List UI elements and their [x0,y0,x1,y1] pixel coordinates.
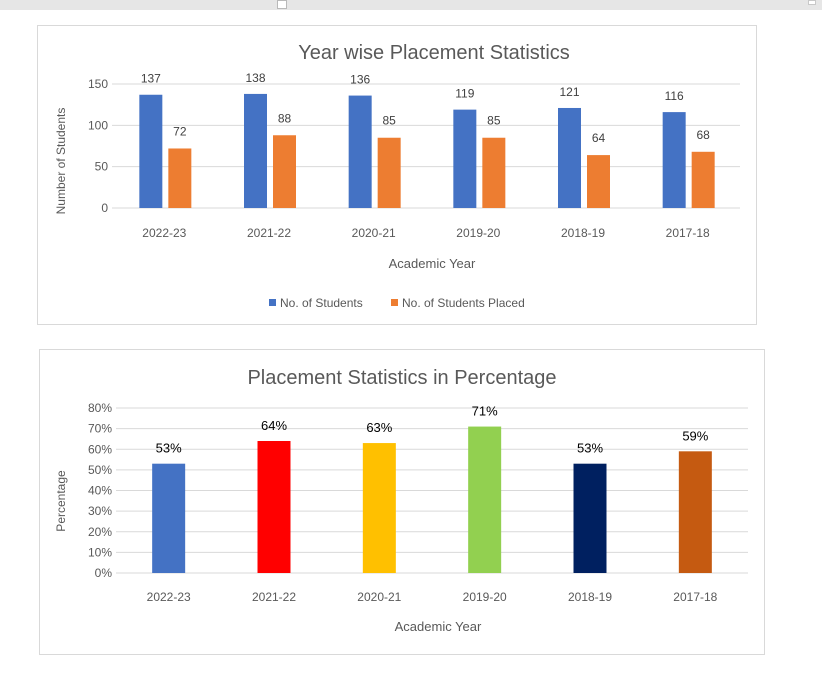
y-tick-label: 50% [88,463,112,477]
x-tick-label: 2021-22 [247,226,291,240]
bar-students-placed [587,155,610,208]
bar-students [558,107,581,208]
data-label: 136 [350,73,370,87]
legend: No. of Students No. of Students Placed [269,296,525,310]
legend-label-students: No. of Students [280,296,363,310]
bars [152,426,712,573]
data-label: 85 [382,114,396,128]
data-label: 72 [173,124,187,138]
data-label: 71% [472,404,498,419]
bar-students [348,95,372,208]
bar-students-placed [691,151,715,208]
x-axis-label: Academic Year [389,256,476,271]
bar-students [662,112,686,208]
data-label: 64% [261,418,287,433]
data-label: 88 [278,111,292,125]
x-tick-label: 2018-19 [568,590,612,604]
y-tick-label: 40% [88,484,112,498]
y-axis-label: Percentage [54,470,68,532]
data-label: 59% [682,428,708,443]
y-tick-label: 50 [95,160,109,174]
data-label: 138 [245,71,265,85]
data-label: 85 [487,114,501,128]
data-label: 116 [665,89,684,103]
data-label: 53% [577,441,603,456]
resize-handle[interactable] [277,0,287,9]
bar-students-placed [273,135,296,208]
y-tick-label: 150 [88,77,108,91]
data-label: 121 [559,85,579,99]
x-tick-label: 2018-19 [561,226,605,240]
bar-students [453,109,477,208]
x-tick-label: 2019-20 [463,590,507,604]
data-labels: 137 72 138 88 136 85 119 85 121 64 116 68 [141,71,710,145]
y-tick-label: 0 [101,201,108,215]
gridlines [116,407,748,574]
corner-handle[interactable] [808,0,816,5]
bar-percentage [362,443,396,573]
data-labels: 53% 64% 63% 71% 53% 59% [156,404,709,456]
legend-swatch-students [269,299,276,306]
data-label: 68 [696,128,710,142]
x-tick-label: 2021-22 [252,590,296,604]
x-axis-label: Academic Year [395,619,482,634]
bar-percentage [678,451,712,573]
x-tick-label: 2017-18 [666,226,710,240]
x-tick-label: 2019-20 [456,226,500,240]
x-axis-ticks: 2022-23 2021-22 2020-21 2019-20 2018-19 2017-… [142,226,710,240]
bar-percentage [573,463,607,573]
bars [139,93,715,208]
legend-swatch-placed [391,299,398,306]
bar-percentage [468,426,502,573]
placement-count-chart[interactable]: Year wise Placement Statistics Number of… [37,25,757,325]
x-axis-ticks: 2022-23 2021-22 2020-21 2019-20 2018-19 2017-… [147,590,718,604]
bar-students [139,94,163,208]
data-label: 119 [455,87,474,101]
x-tick-label: 2020-21 [357,590,401,604]
x-tick-label: 2020-21 [352,226,396,240]
y-tick-label: 0% [95,566,113,580]
data-label: 63% [366,420,392,435]
y-tick-label: 100 [88,118,108,132]
legend-label-placed: No. of Students Placed [402,296,525,310]
placement-percentage-chart[interactable]: Placement Statistics in Percentage Perce… [39,349,765,655]
gridlines [112,83,740,209]
bar-students-placed [482,137,506,208]
y-tick-label: 80% [88,401,112,415]
chart-title: Year wise Placement Statistics [298,42,570,64]
chart-title: Placement Statistics in Percentage [247,367,556,389]
toolbar-strip [0,0,822,10]
bar-percentage [257,441,291,573]
y-tick-label: 10% [88,545,112,559]
y-axis-ticks: 0 50 100 150 [88,77,108,215]
placement-count-chart-svg: Year wise Placement Statistics Number of… [54,42,740,310]
bar-percentage [152,463,186,573]
placement-percentage-chart-svg: Placement Statistics in Percentage Perce… [54,367,748,634]
x-tick-label: 2022-23 [147,590,191,604]
x-tick-label: 2022-23 [142,226,186,240]
data-label: 64 [592,131,606,145]
y-tick-label: 60% [88,442,112,456]
data-label: 53% [156,441,182,456]
y-axis-ticks: 0% 10% 20% 30% 40% 50% 60% 70% 80% [88,401,112,580]
x-tick-label: 2017-18 [673,590,717,604]
y-tick-label: 20% [88,525,112,539]
y-axis-label: Number of Students [54,108,68,215]
bar-students-placed [168,148,192,208]
y-tick-label: 30% [88,504,112,518]
bar-students [244,93,267,208]
data-label: 137 [141,72,161,86]
bar-students-placed [377,137,401,208]
y-tick-label: 70% [88,422,112,436]
